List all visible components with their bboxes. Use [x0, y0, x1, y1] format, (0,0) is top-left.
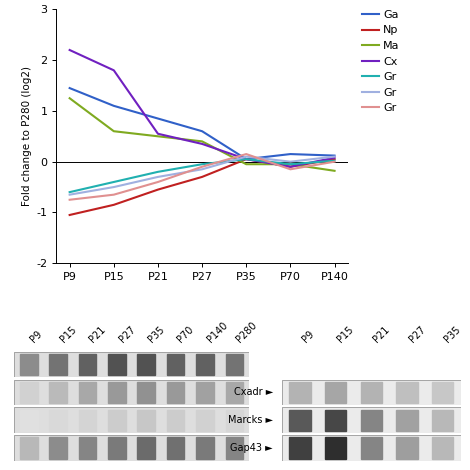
Text: P9: P9 — [300, 329, 315, 345]
Bar — [167, 354, 185, 376]
Bar — [196, 409, 214, 431]
Bar — [20, 437, 38, 459]
Bar — [325, 382, 346, 403]
Text: P15: P15 — [58, 325, 78, 345]
Bar — [196, 437, 214, 459]
Bar — [360, 409, 382, 431]
Bar — [138, 409, 155, 431]
Bar — [167, 409, 185, 431]
Bar — [138, 382, 155, 403]
Bar — [108, 437, 126, 459]
Bar — [49, 354, 67, 376]
Text: P21: P21 — [371, 325, 392, 345]
Bar — [325, 409, 346, 431]
Text: P27: P27 — [407, 325, 427, 345]
Text: P27: P27 — [117, 325, 137, 345]
Bar — [108, 409, 126, 431]
Text: P70: P70 — [176, 325, 196, 345]
Bar — [49, 437, 67, 459]
Bar — [432, 437, 454, 459]
Bar — [79, 354, 96, 376]
Bar — [138, 437, 155, 459]
Bar — [226, 409, 243, 431]
Bar — [289, 382, 311, 403]
Bar — [79, 437, 96, 459]
Text: P35: P35 — [146, 325, 166, 345]
Bar — [289, 409, 311, 431]
Bar — [325, 437, 346, 459]
Text: P15: P15 — [336, 325, 356, 345]
Bar — [360, 437, 382, 459]
Bar — [432, 382, 454, 403]
Bar — [108, 354, 126, 376]
Bar — [20, 409, 38, 431]
Bar — [49, 382, 67, 403]
Bar — [79, 409, 96, 431]
Text: P280: P280 — [235, 321, 259, 345]
Bar — [226, 354, 243, 376]
Bar — [20, 382, 38, 403]
Bar — [396, 409, 418, 431]
Bar — [108, 382, 126, 403]
Bar — [432, 409, 454, 431]
Bar — [396, 437, 418, 459]
Legend: Ga, Np, Ma, Cx, Gr, Gr, Gr: Ga, Np, Ma, Cx, Gr, Gr, Gr — [362, 10, 400, 113]
Bar — [226, 437, 243, 459]
Text: Gap43 ►: Gap43 ► — [230, 443, 273, 453]
Bar — [167, 437, 185, 459]
Text: P9: P9 — [29, 329, 45, 345]
Bar — [79, 382, 96, 403]
Text: P140: P140 — [205, 321, 229, 345]
Bar — [138, 354, 155, 376]
Bar — [396, 382, 418, 403]
Bar — [196, 382, 214, 403]
Bar — [360, 382, 382, 403]
Text: P21: P21 — [87, 325, 108, 345]
Text: P35: P35 — [443, 325, 463, 345]
Bar — [196, 354, 214, 376]
Bar — [20, 354, 38, 376]
Bar — [289, 437, 311, 459]
Y-axis label: Fold change to P280 (log2): Fold change to P280 (log2) — [22, 66, 32, 206]
Bar — [226, 382, 243, 403]
Text: Marcks ►: Marcks ► — [228, 415, 273, 425]
Bar — [49, 409, 67, 431]
Bar — [167, 382, 185, 403]
Text: Cxadr ►: Cxadr ► — [234, 387, 273, 398]
